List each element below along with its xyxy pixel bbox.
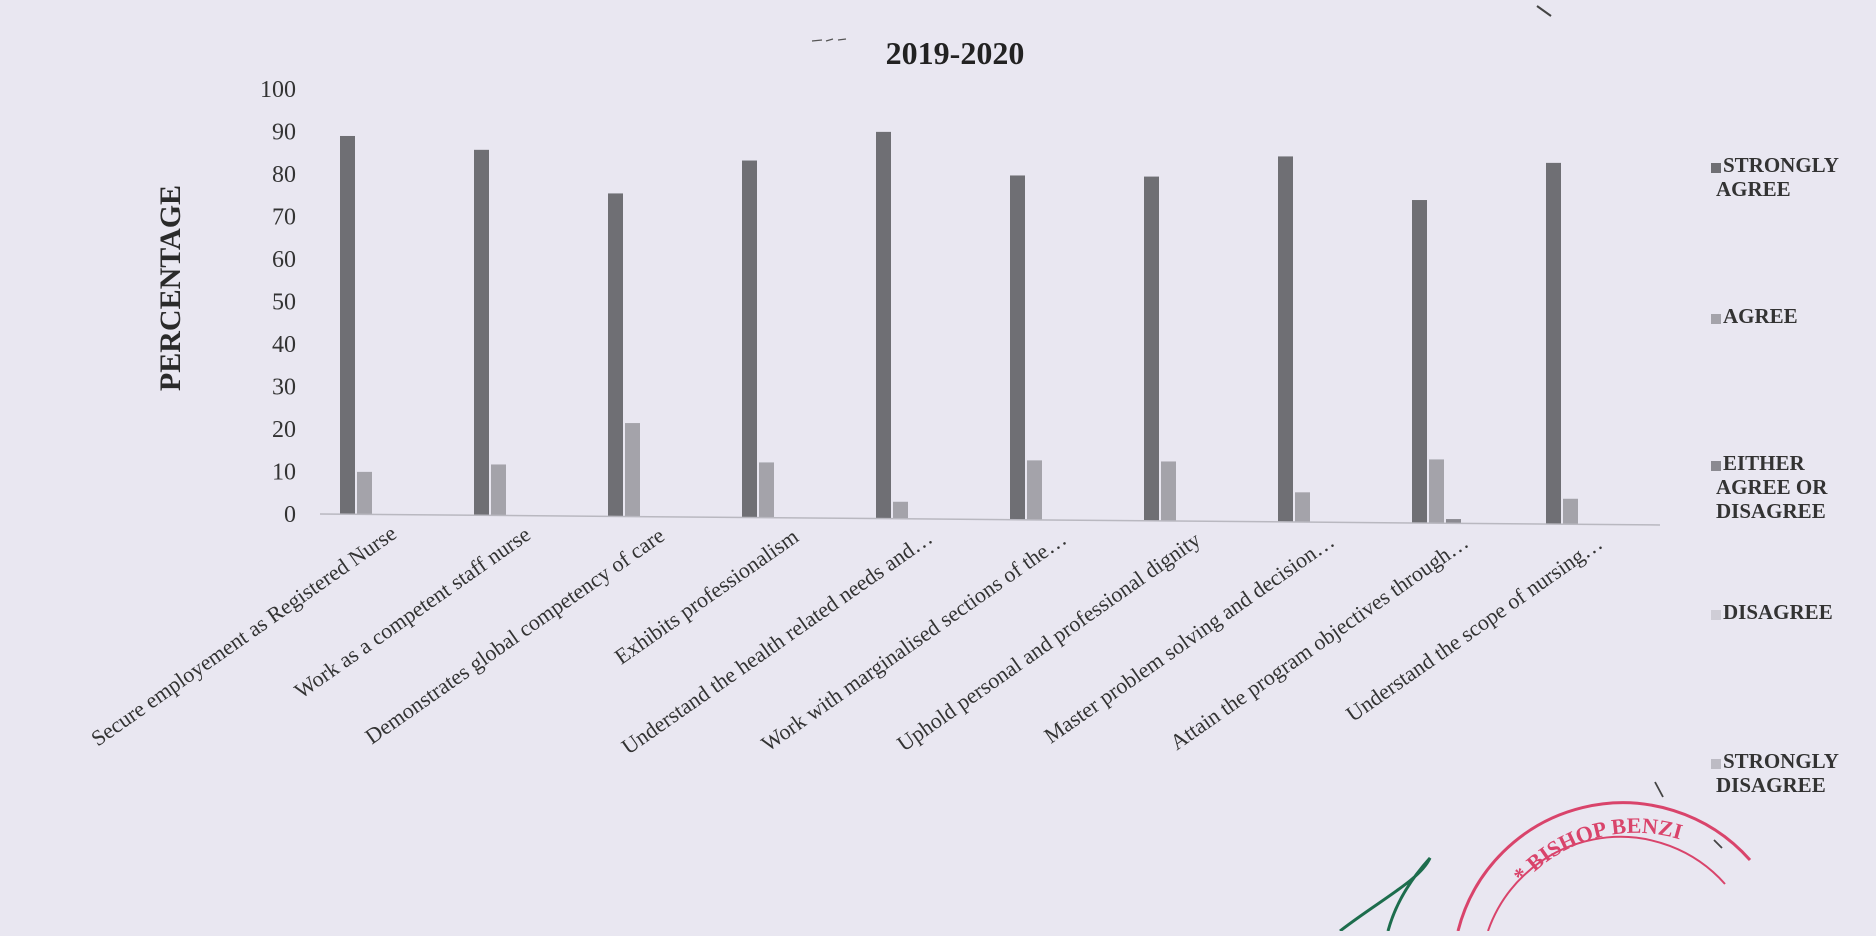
bar <box>1161 461 1176 521</box>
stamp-inner-ring <box>1487 835 1726 932</box>
x-tick-label: Attain the program objectives through… <box>1165 529 1473 755</box>
signature <box>1339 856 1432 933</box>
y-tick-label: 20 <box>272 417 296 443</box>
y-tick-label: 50 <box>272 290 296 316</box>
legend-label: DISAGREE <box>1716 773 1826 797</box>
bar <box>1027 460 1042 520</box>
x-tick-label: Demonstrates global competency of care <box>360 522 669 749</box>
legend-swatch <box>1711 759 1721 769</box>
bar <box>1563 498 1578 525</box>
legend-label: AGREE OR <box>1716 475 1828 499</box>
stamp-text: * BISHOP BENZI <box>1508 813 1685 888</box>
bar <box>1010 175 1025 520</box>
stamp-outer-ring <box>1456 801 1752 932</box>
bar <box>474 149 489 516</box>
bar <box>1429 459 1444 524</box>
y-axis-label: PERCENTAGE <box>154 185 187 391</box>
x-axis-baseline <box>319 513 1661 526</box>
legend-swatch <box>1711 461 1721 471</box>
y-tick-label: 30 <box>272 375 296 401</box>
legend-label: EITHER <box>1723 451 1806 475</box>
legend-label: STRONGLY <box>1723 749 1839 773</box>
legend-label: STRONGLY <box>1723 153 1839 177</box>
legend-label: AGREE <box>1723 304 1798 328</box>
bar <box>625 423 640 517</box>
chart-titles: 2019-2020 PERCENTAGE <box>154 35 1024 391</box>
x-tick-label: Master problem solving and decision… <box>1039 528 1339 748</box>
x-tick-label: Work as a competent staff nurse <box>290 521 535 703</box>
bar <box>1546 162 1561 525</box>
bar <box>608 193 623 517</box>
y-axis: 0 10 20 30 40 50 60 70 80 90 100 <box>260 77 296 528</box>
y-tick-label: 70 <box>272 205 296 231</box>
bar <box>340 135 355 515</box>
chart-title: 2019-2020 <box>886 35 1025 71</box>
bar <box>1144 176 1159 521</box>
bars-group <box>340 131 1578 525</box>
bar <box>742 160 757 518</box>
legend-label: DISAGREE <box>1723 600 1833 624</box>
scan-mark <box>1654 781 1723 849</box>
legend-swatch <box>1711 610 1721 620</box>
legend-swatch <box>1711 314 1721 324</box>
y-tick-label: 0 <box>284 502 296 528</box>
bar <box>491 464 506 516</box>
scan-mark <box>1536 5 1552 17</box>
bar <box>1446 519 1461 524</box>
y-tick-label: 10 <box>272 460 296 486</box>
y-tick-label: 60 <box>272 247 296 273</box>
scan-decoration <box>811 5 1723 933</box>
legend-label: DISAGREE <box>1716 499 1826 523</box>
bar <box>759 462 774 518</box>
y-tick-label: 40 <box>272 332 296 358</box>
seal-stamp: * BISHOP BENZI <box>1456 801 1752 932</box>
bar <box>1295 492 1310 523</box>
x-axis: Secure employement as Registered NurseWo… <box>86 513 1661 759</box>
x-tick-label: Understand the scope of nursing… <box>1341 530 1607 726</box>
bar <box>1278 156 1293 522</box>
x-tick-label: Secure employement as Registered Nurse <box>86 520 401 751</box>
bar <box>893 501 908 519</box>
legend-swatch <box>1711 163 1721 173</box>
legend-label: AGREE <box>1716 177 1791 201</box>
y-tick-label: 90 <box>272 120 296 146</box>
stamp-text-path-content: * BISHOP BENZI <box>1508 813 1685 888</box>
bar <box>876 131 891 519</box>
y-tick-label: 100 <box>260 77 296 103</box>
y-tick-label: 80 <box>272 162 296 188</box>
scan-mark <box>811 38 847 42</box>
bar <box>1412 200 1427 524</box>
bar <box>357 471 372 515</box>
